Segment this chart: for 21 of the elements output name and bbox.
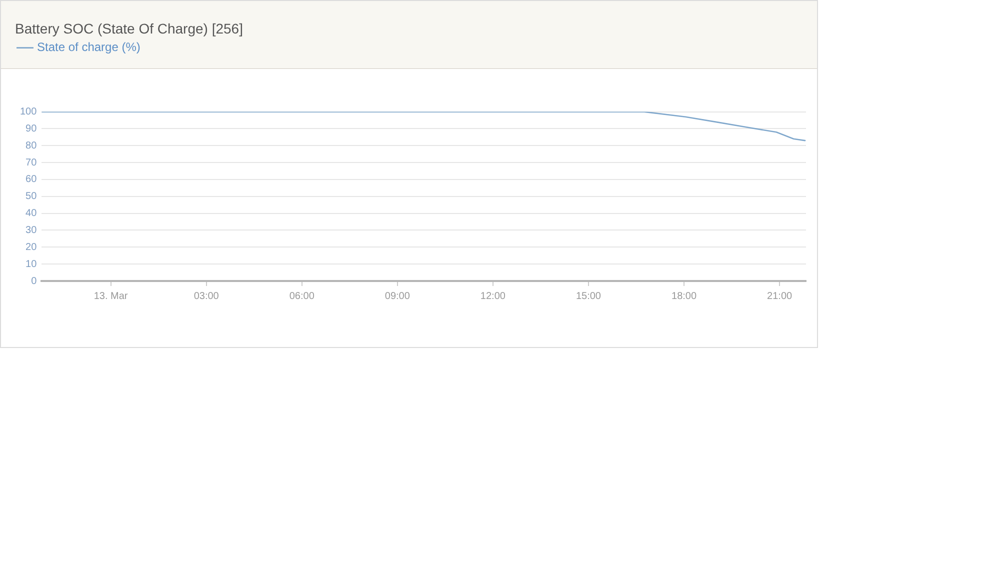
y-tick-label: 50 (26, 191, 38, 202)
y-tick-label: 20 (26, 242, 38, 253)
y-tick-label: 80 (26, 140, 38, 152)
y-tick-label: 10 (26, 258, 38, 270)
y-tick-label: 0 (31, 276, 38, 287)
x-tick-label: 18:00 (672, 290, 697, 302)
x-tick-label: 12:00 (480, 290, 506, 302)
x-tick-label: 13. Mar (94, 290, 128, 302)
y-tick-label: 70 (26, 157, 38, 168)
legend-label: State of charge (%) (37, 40, 140, 54)
x-tick-label: 21:00 (767, 290, 793, 302)
x-tick-label: 06:00 (289, 290, 315, 302)
chart-title: Battery SOC (State Of Charge) [256] (15, 20, 243, 36)
x-tick-label: 03:00 (194, 290, 220, 302)
y-tick-label: 100 (20, 106, 38, 118)
y-tick-label: 90 (26, 123, 38, 134)
y-tick-label: 60 (26, 174, 38, 186)
y-tick-label: 40 (26, 208, 38, 220)
y-tick-label: 30 (26, 224, 38, 236)
x-tick-label: 15:00 (576, 290, 602, 302)
x-tick-label: 09:00 (384, 290, 410, 302)
